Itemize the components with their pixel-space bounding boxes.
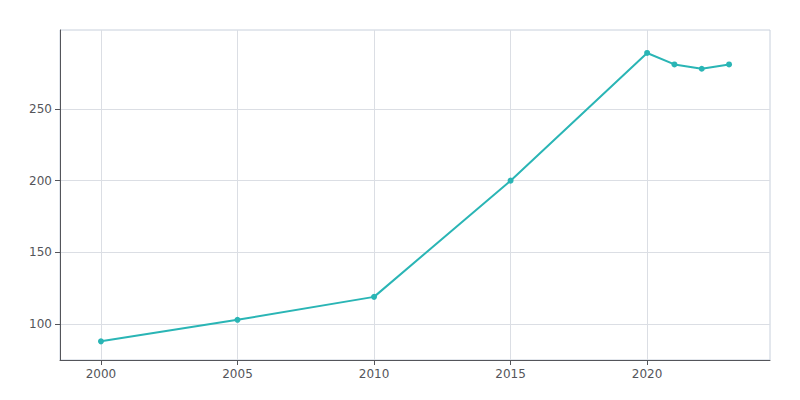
- svg-text:250: 250: [29, 102, 52, 116]
- svg-text:150: 150: [29, 245, 52, 259]
- svg-text:100: 100: [29, 317, 52, 331]
- svg-text:2000: 2000: [86, 367, 117, 381]
- svg-text:2005: 2005: [222, 367, 253, 381]
- svg-text:2020: 2020: [632, 367, 663, 381]
- svg-text:2010: 2010: [359, 367, 390, 381]
- svg-text:2015: 2015: [495, 367, 526, 381]
- svg-text:200: 200: [29, 174, 52, 188]
